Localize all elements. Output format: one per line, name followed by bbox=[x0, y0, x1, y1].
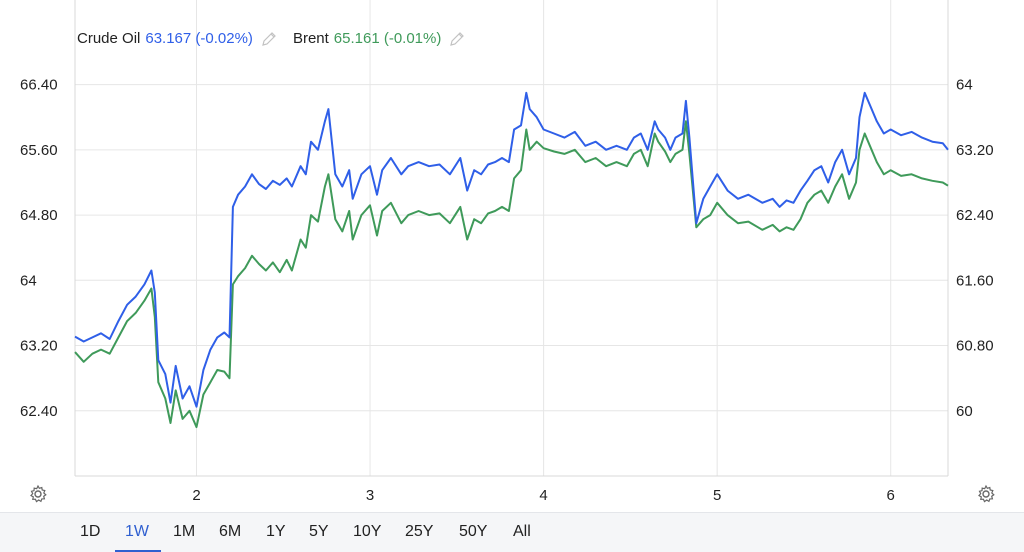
right-tick-label: 60 bbox=[956, 403, 973, 420]
left-tick-label: 66.40 bbox=[20, 77, 58, 94]
right-tick-label: 62.40 bbox=[956, 207, 994, 224]
right-tick-label: 63.20 bbox=[956, 142, 994, 159]
range-button-50y[interactable]: 50Y bbox=[459, 523, 488, 540]
pencil-icon[interactable] bbox=[261, 31, 277, 47]
range-button-1m[interactable]: 1M bbox=[173, 523, 196, 540]
right-tick-label: 61.60 bbox=[956, 272, 994, 289]
series-lines bbox=[74, 91, 949, 429]
legend-name: Crude Oil bbox=[77, 30, 141, 47]
legend-value: 65.161 (-0.01%) bbox=[333, 30, 442, 47]
right-tick-label: 64 bbox=[956, 77, 973, 94]
left-tick-label: 63.20 bbox=[20, 338, 58, 355]
x-tick-label: 2 bbox=[192, 487, 200, 504]
range-button-1w[interactable]: 1W bbox=[125, 523, 149, 540]
range-button-10y[interactable]: 10Y bbox=[353, 523, 382, 540]
right-axis-ticks: 60 60.80 61.60 62.40 63.20 64 bbox=[956, 77, 994, 420]
legend-item-crude-oil[interactable]: Crude Oil 63.167 (-0.02%) bbox=[77, 30, 277, 47]
range-button-5y[interactable]: 5Y bbox=[309, 523, 329, 540]
pencil-icon[interactable] bbox=[449, 31, 465, 47]
range-button-1y[interactable]: 1Y bbox=[266, 523, 286, 540]
left-tick-label: 64.80 bbox=[20, 207, 58, 224]
series-line-brent bbox=[74, 120, 949, 429]
axis-lines bbox=[74, 0, 949, 477]
x-tick-label: 6 bbox=[887, 487, 895, 504]
left-axis-ticks: 62.40 63.20 64 64.80 65.60 66.40 bbox=[20, 77, 58, 420]
range-button-1d[interactable]: 1D bbox=[80, 523, 101, 540]
range-button-6m[interactable]: 6M bbox=[219, 523, 242, 540]
legend-value: 63.167 (-0.02%) bbox=[145, 30, 253, 47]
left-tick-label: 65.60 bbox=[20, 142, 58, 159]
x-tick-label: 3 bbox=[366, 487, 374, 504]
gear-icon[interactable] bbox=[28, 484, 48, 504]
left-tick-label: 64 bbox=[20, 272, 37, 289]
legend-item-brent[interactable]: Brent 65.161 (-0.01%) bbox=[293, 30, 465, 47]
x-tick-label: 5 bbox=[713, 487, 721, 504]
range-selector: 1D 1W 1M 6M 1Y 5Y 10Y 25Y 50Y All bbox=[0, 512, 1024, 552]
range-button-all[interactable]: All bbox=[513, 523, 531, 540]
right-tick-label: 60.80 bbox=[956, 338, 994, 355]
x-axis-ticks: 2 3 4 5 6 bbox=[192, 487, 895, 504]
series-line-crude-oil bbox=[74, 91, 949, 408]
chart-legend: Crude Oil 63.167 (-0.02%) Brent 65.161 (… bbox=[77, 30, 481, 47]
gear-icon[interactable] bbox=[976, 484, 996, 504]
left-tick-label: 62.40 bbox=[20, 403, 58, 420]
range-button-25y[interactable]: 25Y bbox=[405, 523, 434, 540]
grid-lines bbox=[75, 0, 948, 476]
x-tick-label: 4 bbox=[539, 487, 547, 504]
legend-name: Brent bbox=[292, 30, 329, 47]
